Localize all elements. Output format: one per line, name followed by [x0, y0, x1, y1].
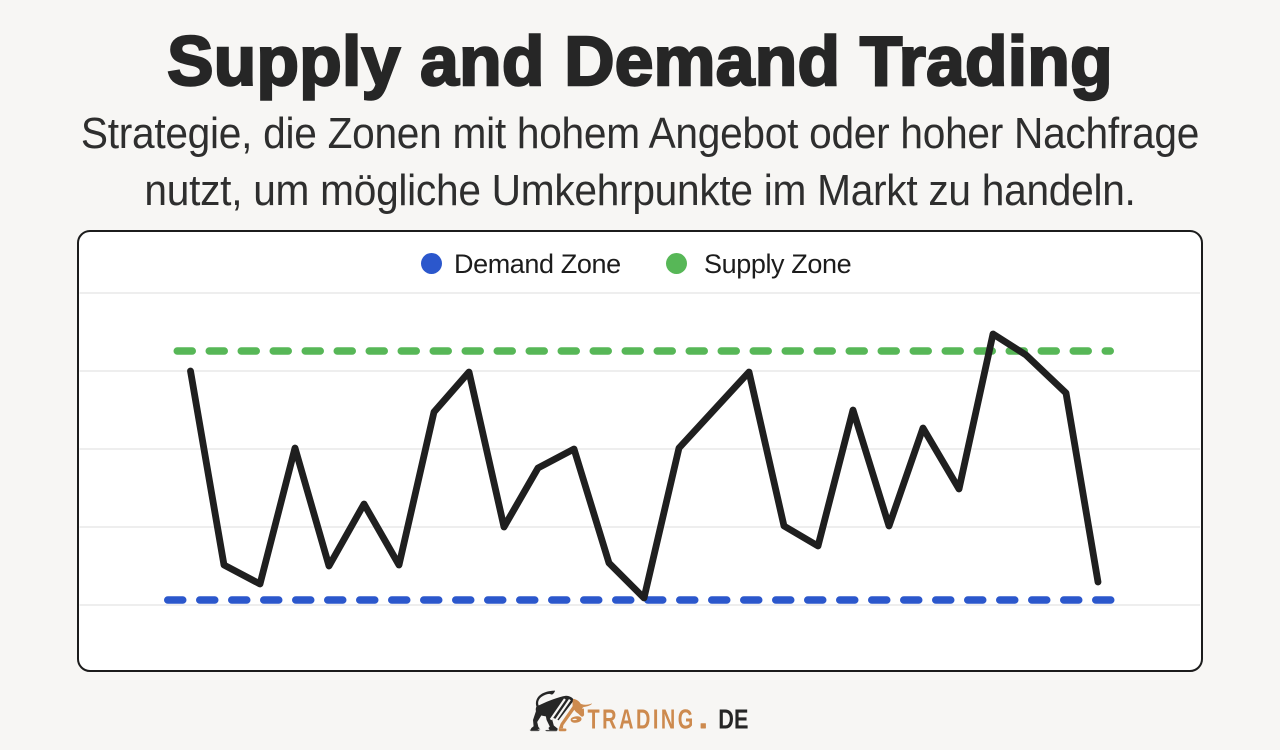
svg-text:TRADING: TRADING	[588, 704, 696, 735]
svg-text:DE: DE	[718, 704, 748, 735]
